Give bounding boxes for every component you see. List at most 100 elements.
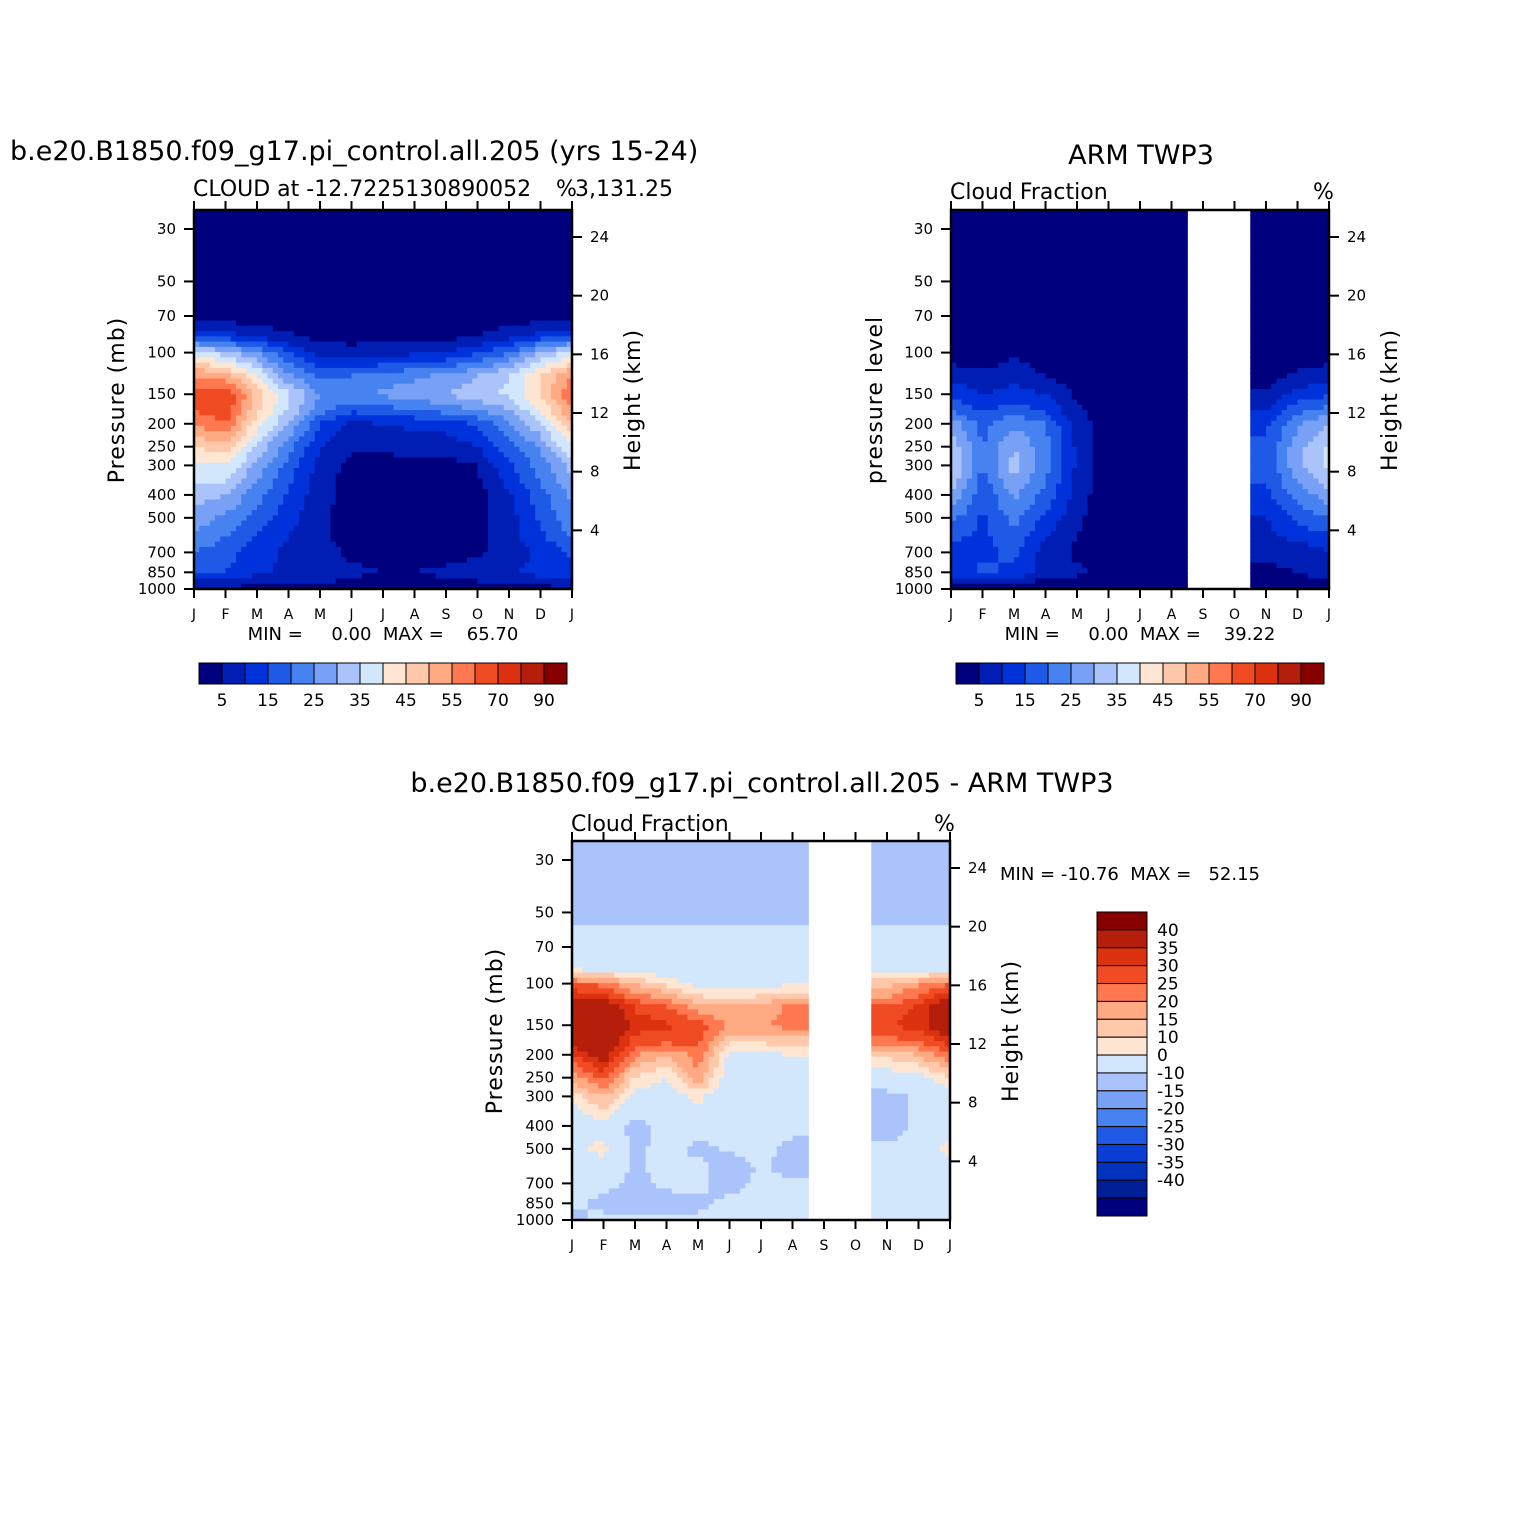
contour-cell (446, 336, 452, 343)
contour-cell (461, 315, 468, 322)
contour-cell (288, 573, 295, 580)
contour-cell (283, 215, 290, 222)
contour-cell (419, 304, 426, 311)
contour-cell (325, 373, 332, 380)
contour-cell (566, 557, 573, 564)
contour-cell (362, 510, 368, 516)
contour-cell (514, 325, 521, 332)
contour-cell (524, 473, 531, 480)
contour-cell (467, 378, 473, 385)
contour-cell (456, 394, 463, 401)
contour-cell (372, 504, 379, 511)
contour-cell (456, 246, 463, 253)
contour-cell (257, 410, 263, 416)
contour-cell (566, 246, 573, 253)
contour-cell (503, 436, 510, 443)
contour-cell (435, 531, 442, 537)
contour-cell (194, 315, 200, 322)
contour-cell (356, 531, 363, 537)
contour-cell (209, 215, 216, 222)
contour-cell (498, 567, 505, 574)
contour-cell (325, 320, 332, 327)
contour-cell (482, 236, 489, 243)
contour-cell (535, 557, 542, 564)
contour-cell (194, 546, 200, 553)
contour-cell (314, 494, 321, 501)
contour-cell (267, 383, 274, 390)
contour-cell (209, 404, 216, 411)
contour-cell (498, 462, 505, 469)
contour-cell (440, 315, 447, 322)
contour-cell (435, 215, 442, 222)
contour-cell (440, 383, 447, 390)
contour-cell (262, 467, 269, 474)
contour-cell (467, 310, 473, 316)
contour-cell (367, 546, 374, 553)
contour-cell (514, 373, 521, 380)
contour-cell (246, 404, 253, 411)
contour-cell (225, 531, 232, 537)
contour-cell (503, 504, 510, 511)
contour-cell (209, 388, 216, 395)
contour-cell (461, 388, 468, 395)
contour-cell (204, 410, 211, 416)
contour-cell (435, 504, 442, 511)
contour-cell (314, 304, 321, 311)
contour-cell (209, 410, 216, 416)
contour-cell (551, 383, 557, 390)
contour-cell (209, 573, 216, 580)
contour-cell (519, 546, 526, 553)
contour-cell (535, 220, 542, 227)
contour-cell (461, 462, 468, 469)
contour-cell (456, 299, 463, 306)
contour-cell (482, 341, 489, 348)
contour-cell (320, 383, 326, 390)
contour-cell (414, 431, 421, 437)
contour-cell (346, 352, 353, 358)
contour-cell (488, 467, 494, 474)
contour-cell (204, 457, 211, 464)
contour-cell (509, 452, 515, 458)
contour-cell (524, 231, 531, 237)
contour-cell (472, 278, 479, 285)
contour-cell (556, 473, 563, 480)
contour-cell (419, 294, 426, 301)
contour-cell (503, 488, 510, 495)
contour-cell (204, 573, 211, 580)
contour-cell (545, 257, 552, 264)
contour-cell (388, 404, 395, 411)
contour-cell (267, 241, 274, 248)
contour-cell (451, 341, 458, 348)
contour-cell (551, 246, 557, 253)
contour-cell (414, 457, 421, 464)
contour-cell (367, 388, 374, 395)
contour-cell (330, 320, 337, 327)
contour-cell (503, 462, 510, 469)
contour-cell (414, 504, 421, 511)
contour-cell (477, 541, 484, 548)
contour-cell (440, 557, 447, 564)
contour-cell (372, 446, 379, 453)
contour-cell (215, 388, 221, 395)
contour-cell (440, 473, 447, 480)
contour-cell (467, 415, 473, 422)
contour-cell (215, 425, 221, 432)
contour-cell (241, 504, 248, 511)
contour-cell (398, 436, 405, 443)
contour-cell (509, 494, 515, 501)
contour-cell (341, 320, 347, 327)
contour-cell (456, 504, 463, 511)
contour-cell (372, 467, 379, 474)
contour-cell (246, 262, 253, 269)
contour-cell (524, 425, 531, 432)
contour-cell (545, 278, 552, 285)
contour-cell (430, 394, 437, 401)
contour-cell (304, 573, 311, 580)
contour-cell (566, 483, 573, 490)
contour-cell (498, 452, 505, 458)
contour-cell (367, 510, 374, 516)
contour-cell (225, 220, 232, 227)
contour-cell (241, 394, 248, 401)
contour-cell (514, 273, 521, 280)
contour-cell (351, 320, 358, 327)
